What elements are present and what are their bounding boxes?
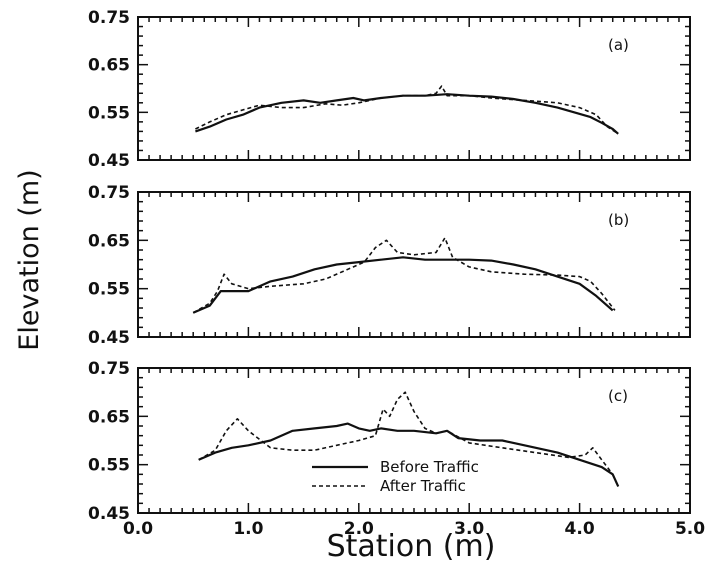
- panel-tag: (c): [608, 387, 628, 405]
- legend-label-before: Before Traffic: [380, 458, 479, 476]
- y-tick-label: 0.45: [88, 504, 130, 524]
- y-tick-label: 0.75: [88, 8, 130, 28]
- y-tick-label: 0.55: [88, 280, 130, 300]
- y-tick-label: 0.65: [88, 56, 130, 76]
- y-tick-label: 0.55: [88, 103, 130, 123]
- panel-tag: (b): [608, 211, 629, 229]
- panels: 0.450.550.650.75(a)0.450.550.650.75(b)0.…: [88, 8, 705, 539]
- legend: Before Traffic After Traffic: [312, 458, 479, 495]
- panel-a: 0.45 0.55 0.65 0.75 (a): [88, 8, 691, 171]
- x-tick-label: 5.0: [675, 519, 705, 539]
- y-tick-label: 0.75: [88, 359, 130, 379]
- x-axis-title: Station (m): [327, 529, 496, 562]
- x-tick-label: 4.0: [565, 519, 595, 539]
- panel-tag: (a): [608, 36, 629, 54]
- after-traffic-line: [192, 237, 616, 314]
- before-traffic-line: [195, 93, 619, 135]
- y-tick-label: 0.65: [88, 231, 130, 251]
- y-tick-label: 0.75: [88, 183, 130, 203]
- panel-b: 0.45 0.55 0.65 0.75 (b): [88, 183, 691, 348]
- after-traffic-line: [195, 85, 619, 135]
- x-tick-label: 3.0: [454, 519, 484, 539]
- y-tick-label: 0.55: [88, 456, 130, 476]
- panel-c: 0.45 0.55 0.65 0.75 0.0 1.0 2.0 3.0 4.0 5.0 (c): [88, 359, 705, 539]
- before-traffic-line: [198, 422, 620, 487]
- x-tick-label: 1.0: [233, 519, 263, 539]
- y-tick-label: 0.45: [88, 151, 130, 171]
- x-tick-label: 0.0: [123, 519, 153, 539]
- y-tick-label: 0.45: [88, 328, 130, 348]
- y-tick-label: 0.65: [88, 407, 130, 427]
- legend-label-after: After Traffic: [380, 477, 466, 495]
- before-traffic-line: [192, 256, 614, 314]
- x-tick-label: 2.0: [344, 519, 374, 539]
- y-axis-title: Elevation (m): [14, 169, 45, 350]
